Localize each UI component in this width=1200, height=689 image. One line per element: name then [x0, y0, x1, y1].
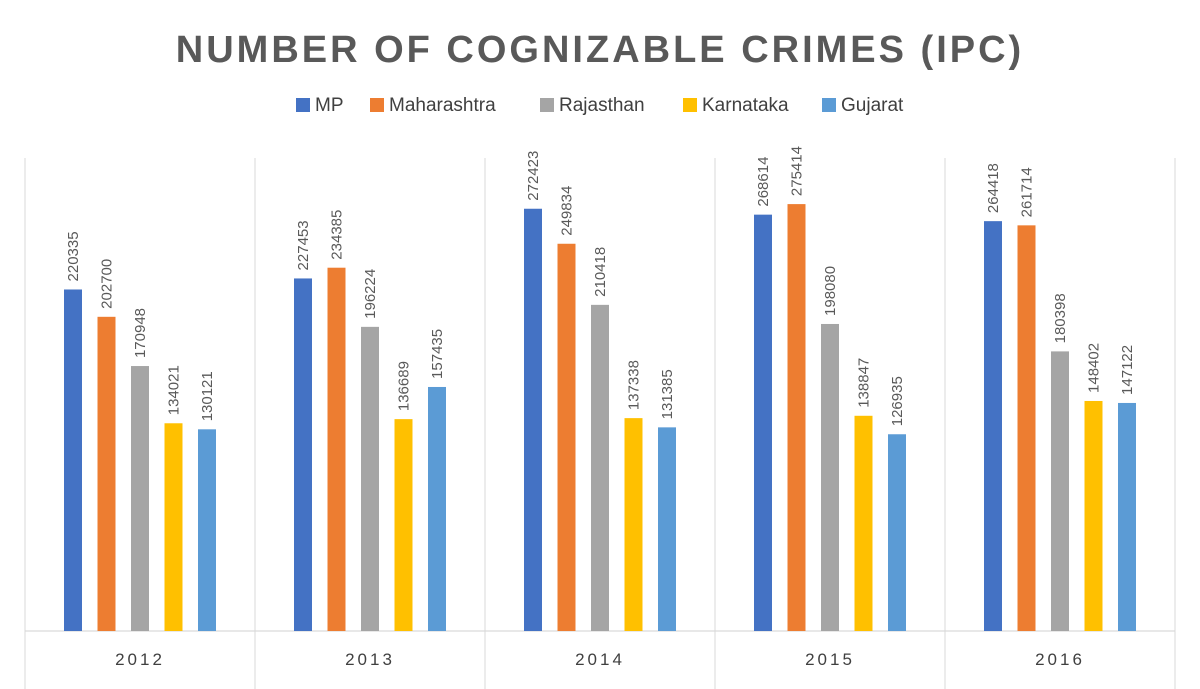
bar-mp-2015 [754, 214, 772, 631]
bar-rajasthan-2016 [1051, 351, 1069, 631]
chart-title: NUMBER OF COGNIZABLE CRIMES (IPC) [176, 29, 1024, 71]
data-label-rajasthan-2016: 180398 [1052, 293, 1069, 343]
data-label-rajasthan-2015: 198080 [822, 266, 839, 316]
bar-rajasthan-2012 [131, 366, 149, 631]
legend-swatch-karnataka [683, 98, 697, 112]
legend-swatch-mp [296, 98, 310, 112]
data-label-rajasthan-2014: 210418 [592, 247, 609, 297]
legend-swatch-gujarat [822, 98, 836, 112]
bar-karnataka-2014 [624, 418, 643, 631]
data-label-mp-2016: 264418 [985, 163, 1002, 213]
data-label-rajasthan-2013: 196224 [362, 269, 379, 319]
legend-label-gujarat: Gujarat [841, 95, 904, 116]
data-label-maharashtra-2014: 249834 [559, 186, 576, 236]
data-label-mp-2012: 220335 [65, 231, 82, 281]
bar-karnataka-2013 [394, 419, 413, 631]
bar-gujarat-2016 [1118, 402, 1136, 631]
bar-rajasthan-2015 [821, 323, 839, 631]
bar-mp-2016 [984, 221, 1002, 631]
bar-maharashtra-2014 [557, 243, 576, 631]
bar-gujarat-2012 [198, 429, 216, 631]
bar-maharashtra-2015 [787, 204, 806, 631]
bar-mp-2013 [294, 278, 312, 631]
data-labels: 220335 202700 170948 134021 130121 227453 2343… [65, 146, 1136, 426]
bar-mp-2014 [524, 208, 542, 631]
bar-mp-2012 [64, 289, 82, 631]
data-label-mp-2013: 227453 [295, 220, 312, 270]
legend-label-mp: MP [315, 95, 344, 116]
data-label-maharashtra-2015: 275414 [789, 146, 806, 196]
bar-karnataka-2012 [164, 423, 183, 631]
category-label-2016: 2016 [1035, 650, 1085, 669]
category-labels: 2012 2013 2014 2015 2016 [115, 650, 1085, 669]
legend-label-karnataka: Karnataka [702, 95, 789, 116]
data-label-maharashtra-2013: 234385 [329, 210, 346, 260]
category-label-2012: 2012 [115, 650, 165, 669]
bar-gujarat-2014 [658, 427, 676, 631]
legend: MP Maharashtra Rajasthan Karnataka Gujarat [296, 95, 904, 116]
bar-maharashtra-2012 [97, 316, 116, 631]
bar-maharashtra-2016 [1017, 225, 1036, 631]
data-label-gujarat-2016: 147122 [1119, 345, 1136, 395]
legend-label-rajasthan: Rajasthan [559, 95, 645, 116]
bar-karnataka-2016 [1084, 400, 1103, 631]
data-label-gujarat-2012: 130121 [199, 371, 216, 421]
bar-rajasthan-2013 [361, 326, 379, 631]
data-label-maharashtra-2016: 261714 [1019, 167, 1036, 217]
bar-maharashtra-2013 [327, 267, 346, 631]
data-label-mp-2015: 268614 [755, 157, 772, 207]
data-label-karnataka-2016: 148402 [1086, 343, 1103, 393]
data-label-karnataka-2015: 138847 [856, 358, 873, 408]
bar-karnataka-2015 [854, 415, 873, 631]
data-label-karnataka-2013: 136689 [396, 361, 413, 411]
category-label-2015: 2015 [805, 650, 855, 669]
data-label-karnataka-2014: 137338 [626, 360, 643, 410]
bars [64, 204, 1136, 631]
category-label-2013: 2013 [345, 650, 395, 669]
bar-rajasthan-2014 [591, 304, 609, 631]
data-label-gujarat-2013: 157435 [429, 329, 446, 379]
category-label-2014: 2014 [575, 650, 625, 669]
legend-label-maharashtra: Maharashtra [389, 95, 496, 116]
data-label-rajasthan-2012: 170948 [132, 308, 149, 358]
data-label-karnataka-2012: 134021 [166, 365, 183, 415]
legend-swatch-rajasthan [540, 98, 554, 112]
legend-swatch-maharashtra [370, 98, 384, 112]
data-label-gujarat-2014: 131385 [659, 369, 676, 419]
data-label-gujarat-2015: 126935 [889, 376, 906, 426]
bar-gujarat-2015 [888, 434, 906, 631]
data-label-mp-2014: 272423 [525, 151, 542, 201]
data-label-maharashtra-2012: 202700 [99, 259, 116, 309]
bar-gujarat-2013 [428, 386, 446, 631]
